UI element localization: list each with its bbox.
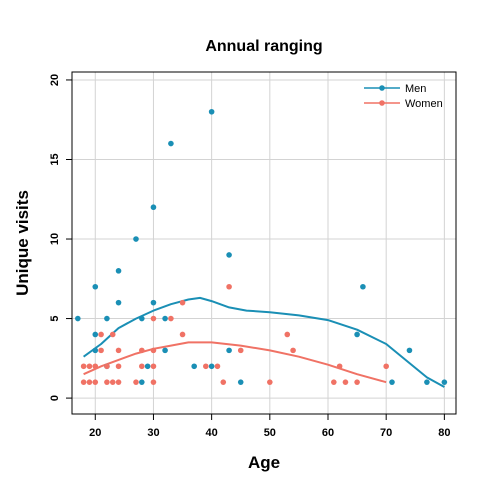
point-women-3 bbox=[86, 363, 93, 370]
point-women-23 bbox=[179, 299, 186, 306]
y-tick-label-0: 0 bbox=[49, 395, 61, 401]
point-men-2 bbox=[92, 331, 99, 338]
point-men-10 bbox=[139, 379, 145, 385]
x-tick-label-80: 80 bbox=[438, 427, 450, 439]
point-women-36 bbox=[354, 379, 360, 385]
point-women-34 bbox=[336, 363, 343, 370]
point-men-7 bbox=[115, 299, 122, 306]
y-tick-label-10: 10 bbox=[49, 233, 61, 245]
point-men-12 bbox=[150, 204, 157, 211]
point-women-24 bbox=[179, 331, 186, 338]
point-men-24 bbox=[360, 283, 366, 290]
legend-label-men: Men bbox=[405, 83, 426, 95]
point-women-29 bbox=[237, 347, 244, 354]
smooth-line-men bbox=[83, 296, 445, 388]
point-men-21 bbox=[226, 347, 232, 354]
point-women-22 bbox=[168, 315, 174, 322]
plot-frame bbox=[71, 71, 457, 415]
point-women-31 bbox=[284, 331, 291, 338]
y-axis-label: Unique visits bbox=[13, 190, 32, 296]
point-women-8 bbox=[104, 379, 110, 385]
legend-marker-women bbox=[379, 100, 385, 106]
point-women-14 bbox=[115, 347, 122, 354]
point-men-27 bbox=[424, 379, 430, 385]
point-men-19 bbox=[208, 363, 215, 370]
x-tick-label-20: 20 bbox=[89, 427, 101, 439]
x-tick-label-30: 30 bbox=[147, 427, 159, 439]
point-women-28 bbox=[226, 283, 232, 290]
point-women-5 bbox=[92, 363, 99, 370]
point-women-21 bbox=[150, 347, 157, 354]
point-women-37 bbox=[383, 363, 389, 370]
point-men-3 bbox=[92, 347, 99, 354]
y-axis-ticks: 0 5 10 15 20 bbox=[49, 74, 72, 401]
point-men-17 bbox=[191, 363, 197, 370]
x-axis-ticks: 20 30 40 50 60 70 80 bbox=[89, 414, 450, 439]
point-men-4 bbox=[104, 315, 110, 322]
point-men-28 bbox=[441, 379, 448, 385]
point-men-18 bbox=[208, 108, 215, 115]
point-women-6 bbox=[98, 347, 104, 354]
point-men-25 bbox=[389, 379, 395, 385]
point-women-19 bbox=[150, 379, 157, 385]
point-women-13 bbox=[115, 363, 122, 370]
point-women-10 bbox=[109, 379, 116, 385]
point-women-25 bbox=[203, 363, 209, 370]
x-axis-label: Age bbox=[248, 453, 280, 472]
point-women-33 bbox=[331, 379, 337, 385]
point-men-9 bbox=[139, 315, 145, 322]
point-women-9 bbox=[104, 363, 110, 370]
y-tick-label-5: 5 bbox=[49, 315, 61, 321]
point-women-4 bbox=[92, 379, 99, 385]
point-men-6 bbox=[115, 268, 122, 274]
point-women-16 bbox=[139, 363, 145, 370]
point-men-26 bbox=[406, 347, 413, 354]
legend: Men Women bbox=[364, 83, 443, 110]
point-women-26 bbox=[214, 363, 221, 370]
point-women-32 bbox=[290, 347, 296, 354]
y-tick-label-15: 15 bbox=[49, 153, 61, 165]
point-women-17 bbox=[139, 347, 145, 354]
x-tick-label-50: 50 bbox=[264, 427, 276, 439]
point-men-0 bbox=[75, 315, 81, 322]
point-men-14 bbox=[162, 347, 168, 354]
point-women-2 bbox=[86, 379, 93, 385]
x-tick-label-70: 70 bbox=[380, 427, 392, 439]
point-men-11 bbox=[144, 363, 151, 370]
point-women-7 bbox=[98, 331, 104, 338]
point-women-20 bbox=[150, 363, 157, 370]
point-men-16 bbox=[168, 140, 174, 147]
x-tick-label-40: 40 bbox=[206, 427, 218, 439]
smooth-line-women bbox=[83, 341, 387, 384]
point-men-20 bbox=[226, 252, 232, 258]
smooth-lines bbox=[83, 296, 445, 388]
point-men-1 bbox=[92, 283, 99, 290]
y-tick-label-20: 20 bbox=[49, 74, 61, 86]
point-women-11 bbox=[109, 331, 116, 338]
point-women-0 bbox=[80, 363, 87, 370]
point-women-30 bbox=[267, 379, 273, 385]
legend-marker-men bbox=[379, 85, 385, 91]
grid bbox=[72, 72, 456, 414]
data-points bbox=[75, 108, 448, 385]
x-tick-label-60: 60 bbox=[322, 427, 334, 439]
legend-label-women: Women bbox=[405, 98, 443, 110]
point-women-1 bbox=[80, 379, 87, 385]
point-women-12 bbox=[115, 379, 122, 385]
point-men-13 bbox=[150, 299, 157, 306]
point-men-15 bbox=[162, 315, 168, 322]
point-men-8 bbox=[133, 236, 139, 242]
chart-title: Annual ranging bbox=[205, 38, 322, 55]
point-women-35 bbox=[342, 379, 349, 385]
point-women-27 bbox=[220, 379, 227, 385]
point-women-15 bbox=[133, 379, 139, 385]
point-men-22 bbox=[237, 379, 244, 385]
point-women-18 bbox=[150, 315, 157, 322]
point-men-23 bbox=[354, 331, 360, 338]
